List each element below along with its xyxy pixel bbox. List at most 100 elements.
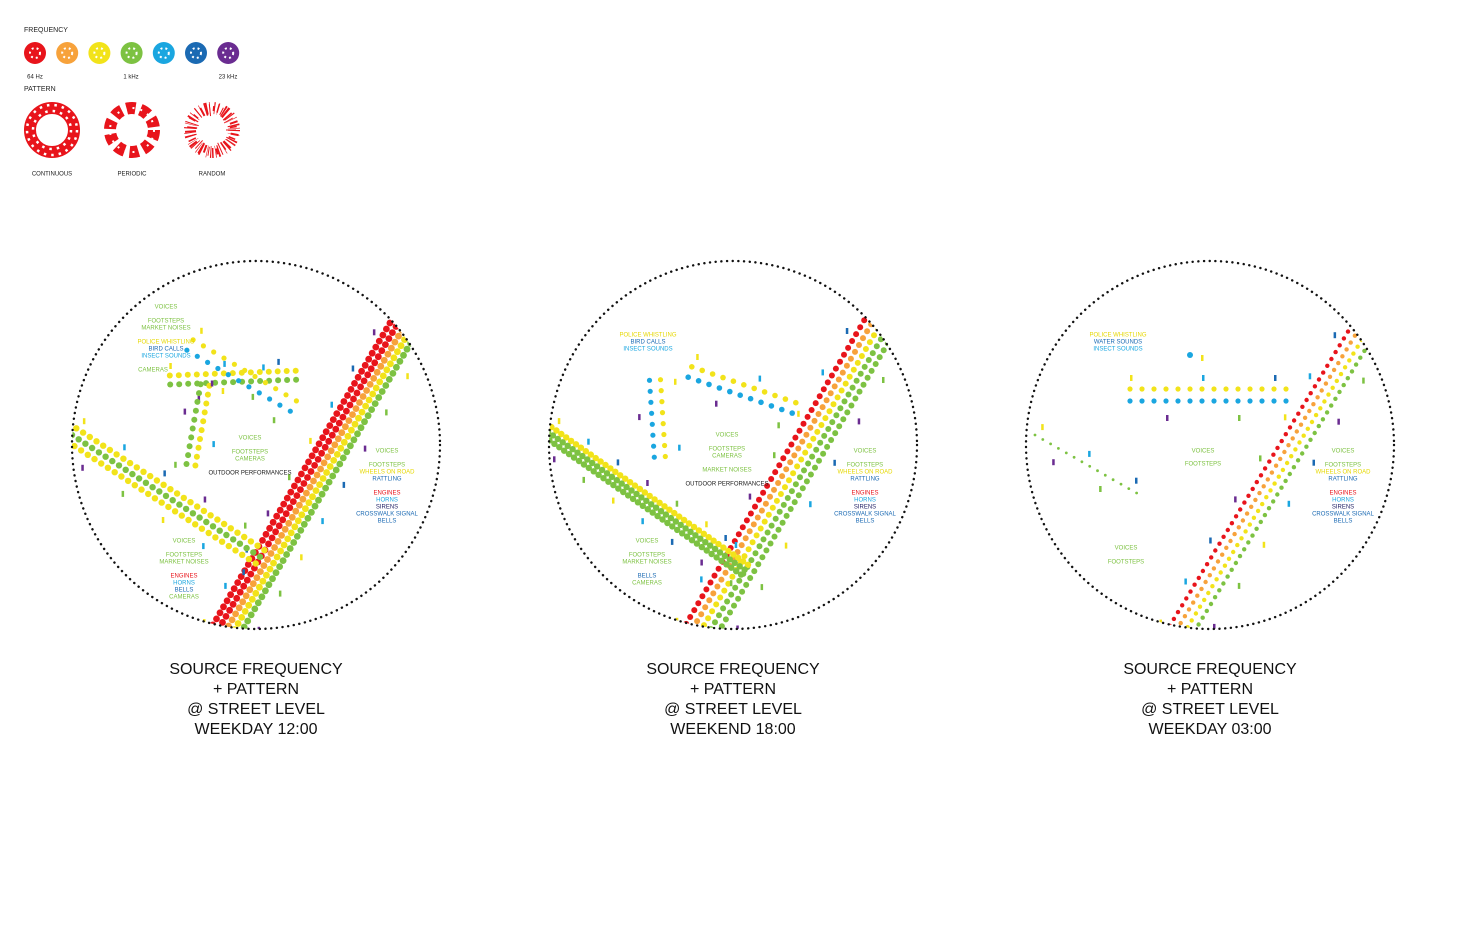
sound-dot xyxy=(775,526,782,533)
sound-dot xyxy=(762,500,769,507)
frequency-swatch xyxy=(56,42,79,64)
random-tick xyxy=(222,140,232,149)
random-tick xyxy=(208,104,212,117)
sound-dot xyxy=(364,412,372,420)
sound-dot xyxy=(861,317,868,324)
sound-mark xyxy=(1099,486,1102,492)
sound-dot xyxy=(233,594,241,602)
sound-label: VOICES xyxy=(239,436,262,442)
map-caption: @ STREET LEVEL xyxy=(1141,701,1279,718)
sound-dot xyxy=(245,555,253,563)
sound-label: FOOTSTEPS xyxy=(232,450,268,456)
sound-dot xyxy=(872,361,879,367)
sound-dot xyxy=(682,525,689,532)
sound-mark xyxy=(342,481,346,488)
sound-dot xyxy=(280,500,288,508)
sound-dot xyxy=(1349,369,1355,374)
sound-dot xyxy=(620,488,627,496)
sound-dot xyxy=(276,563,283,570)
sound-dot xyxy=(1180,603,1185,608)
sound-dot xyxy=(385,335,393,342)
sound-dot xyxy=(173,490,181,497)
sound-dot xyxy=(714,583,721,590)
sound-dot xyxy=(201,409,208,416)
sound-dot xyxy=(305,458,312,466)
sound-dot xyxy=(1278,456,1283,462)
map-caption: + PATTERN xyxy=(213,681,299,698)
sound-mark xyxy=(210,380,214,387)
sound-dot xyxy=(864,374,871,381)
sound-dot xyxy=(758,507,765,514)
sound-dot xyxy=(229,600,237,608)
frequency-swatch xyxy=(152,42,175,64)
sound-dot xyxy=(291,482,298,490)
sound-dot xyxy=(234,529,241,536)
sound-dot xyxy=(680,516,688,524)
sound-dot xyxy=(1236,525,1242,530)
sound-dot xyxy=(239,598,247,606)
sound-dot xyxy=(876,354,883,361)
sound-dot xyxy=(607,465,614,472)
sound-mark xyxy=(278,590,282,597)
random-tick xyxy=(202,144,208,153)
sound-dot xyxy=(267,396,273,402)
sound-dot xyxy=(1175,609,1181,615)
sound-dot xyxy=(1217,588,1222,593)
sound-dot xyxy=(1305,426,1311,431)
sound-dot xyxy=(1242,547,1247,552)
sound-dot xyxy=(1330,385,1335,390)
sound-mark xyxy=(612,497,615,504)
sound-mark xyxy=(1052,459,1055,466)
sound-dot xyxy=(317,465,324,473)
sound-dot xyxy=(564,442,571,449)
sound-dot xyxy=(768,522,775,529)
sound-mark xyxy=(82,418,86,425)
sound-label: VOICES xyxy=(1192,449,1215,455)
sound-dot xyxy=(277,402,283,408)
frequency-swatch xyxy=(24,42,46,64)
sound-dot xyxy=(776,508,783,515)
sound-dot xyxy=(1229,567,1234,572)
sound-mark xyxy=(212,441,215,448)
sound-dot xyxy=(861,363,868,370)
sound-dot xyxy=(273,512,281,520)
sound-dot xyxy=(153,477,161,484)
sound-mark xyxy=(257,626,261,629)
sound-dot xyxy=(271,544,278,551)
sound-dot xyxy=(832,365,839,372)
sound-dot xyxy=(176,501,183,508)
sound-dot xyxy=(1211,566,1217,571)
sound-dot xyxy=(385,376,393,383)
sound-dot xyxy=(738,542,745,549)
sound-dot xyxy=(1215,559,1221,564)
sound-dot xyxy=(744,561,752,568)
street-sound-pattern xyxy=(72,319,418,629)
sound-dot xyxy=(149,484,156,491)
sound-mark xyxy=(587,438,590,445)
sound-dot xyxy=(1287,425,1293,430)
random-tick xyxy=(219,141,227,151)
sound-dot xyxy=(389,329,396,336)
sound-mark xyxy=(223,360,226,367)
sound-dot xyxy=(825,426,832,432)
sound-dot xyxy=(197,436,203,442)
sound-dot xyxy=(249,580,257,588)
sound-label: CAMERAS xyxy=(169,595,199,601)
sound-dot xyxy=(1302,415,1308,420)
sound-dot xyxy=(1320,417,1326,422)
sound-dot xyxy=(307,468,315,475)
sound-label: ENGINES xyxy=(851,491,878,497)
sound-dot xyxy=(1284,460,1290,466)
sound-dot xyxy=(192,407,199,414)
sound-dot xyxy=(690,523,698,531)
sound-dot xyxy=(803,478,810,485)
sound-dot xyxy=(1235,398,1241,404)
sound-dot xyxy=(156,488,163,495)
sound-dot xyxy=(1283,432,1289,437)
sound-dot xyxy=(780,501,787,508)
sound-dot xyxy=(577,444,585,451)
sound-dot xyxy=(689,364,695,370)
sound-dot xyxy=(358,367,365,375)
sound-dot xyxy=(310,477,317,485)
map-caption: SOURCE FREQUENCY xyxy=(646,661,820,678)
